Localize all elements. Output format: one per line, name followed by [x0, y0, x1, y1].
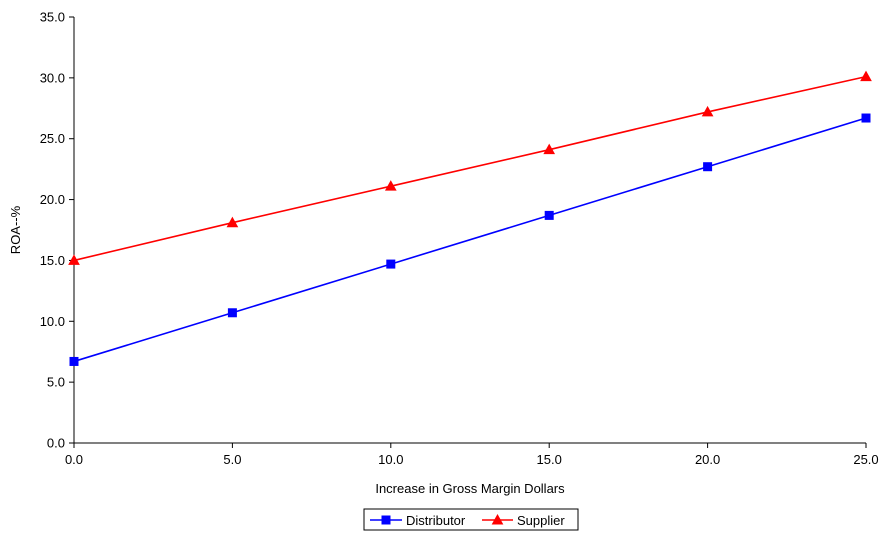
data-point-supplier — [543, 143, 556, 155]
series-line-distributor — [73, 117, 867, 363]
legend-item-distributor: Distributor — [370, 513, 466, 528]
x-tick-label: 5.0 — [223, 452, 241, 467]
legend-swatch-supplier-marker — [491, 513, 504, 525]
data-point-supplier — [860, 70, 872, 82]
legend-item-supplier: Supplier — [482, 513, 565, 528]
legend-label-supplier: Supplier — [517, 513, 565, 528]
data-point-distributor — [69, 356, 79, 366]
y-tick-label: 25.0 — [40, 131, 65, 146]
data-point-supplier — [384, 180, 397, 191]
data-point-distributor — [544, 210, 554, 220]
y-axis-title: ROA--% — [8, 205, 23, 254]
x-tick-label: 20.0 — [695, 452, 720, 467]
data-point-supplier — [701, 105, 714, 117]
x-tick-label: 15.0 — [537, 452, 562, 467]
y-tick-label: 5.0 — [47, 375, 65, 390]
legend-label-distributor: Distributor — [406, 513, 466, 528]
x-tick-label: 25.0 — [853, 452, 878, 467]
y-tick-label: 15.0 — [40, 253, 65, 268]
data-point-distributor — [703, 162, 713, 172]
y-tick-label: 10.0 — [40, 314, 65, 329]
legend-frame — [363, 508, 579, 531]
legend-swatch-distributor-marker — [381, 515, 391, 525]
data-point-supplier — [68, 254, 80, 265]
data-point-supplier — [226, 216, 239, 228]
x-tick-label: 10.0 — [378, 452, 403, 467]
data-point-distributor — [227, 308, 237, 318]
y-tick-label: 30.0 — [40, 70, 65, 85]
y-tick-label: 0.0 — [47, 436, 65, 451]
y-tick-label: 20.0 — [40, 192, 65, 207]
data-point-distributor — [861, 113, 871, 123]
y-tick-label: 35.0 — [40, 10, 65, 25]
data-point-distributor — [386, 259, 396, 269]
plot-area: 0.0 5.0 10.0 15.0 20.0 25.0 30.0 35.0 0.0 5.0 10.0… — [40, 10, 879, 468]
legend: Distributor Supplier — [363, 508, 579, 531]
x-axis-title: Increase in Gross Margin Dollars — [375, 481, 565, 496]
series-line-supplier — [73, 75, 867, 262]
x-tick-label: 0.0 — [65, 452, 83, 467]
